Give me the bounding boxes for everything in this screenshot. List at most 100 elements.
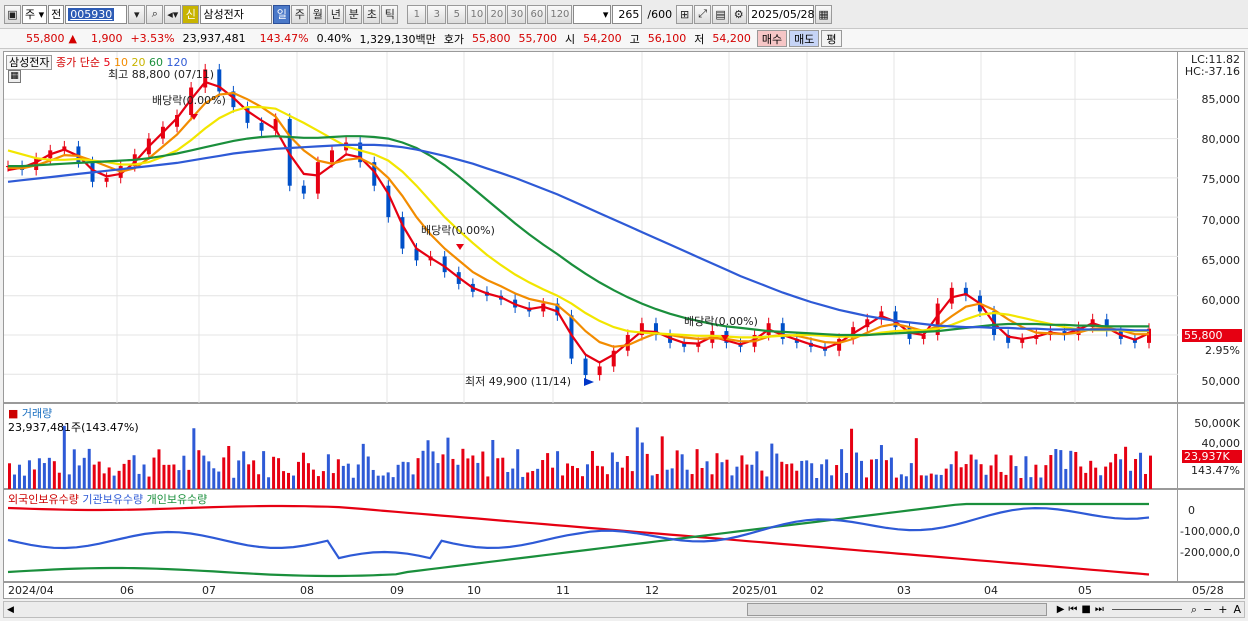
- interval-button-2[interactable]: 5: [447, 4, 467, 24]
- volume-bar: [810, 463, 814, 490]
- date-input[interactable]: 2025/05/28: [748, 4, 815, 24]
- scroll-left-icon[interactable]: ◀: [7, 604, 14, 615]
- zoom-out-icon[interactable]: −: [1203, 603, 1213, 616]
- volume-bar: [441, 454, 445, 490]
- volume-bar: [1144, 473, 1148, 490]
- volume-bar: [949, 464, 953, 490]
- period-button-1[interactable]: 주: [291, 4, 309, 24]
- ma-legend-title: 종가 단순: [55, 56, 100, 69]
- volume-bar: [112, 475, 116, 490]
- volume-bar: [147, 476, 151, 490]
- volume-bar: [1134, 458, 1138, 490]
- volume-bar: [959, 467, 963, 490]
- play-icon[interactable]: ▶: [1056, 604, 1065, 615]
- period-button-3[interactable]: 년: [327, 4, 345, 24]
- stop-icon[interactable]: ■: [1081, 604, 1091, 615]
- forward-icon[interactable]: ⏭: [1094, 604, 1104, 615]
- volume-chart-panel[interactable]: ■ 거래량 23,937,481주(143.47%): [3, 403, 1178, 490]
- buy-button[interactable]: 매수: [756, 30, 788, 47]
- chart-type-icon[interactable]: ⊞: [676, 4, 694, 24]
- zoom-search-icon[interactable]: ⌕: [1190, 602, 1198, 616]
- volume-bar: [740, 455, 744, 490]
- volume-ratio: 143.47%: [259, 32, 309, 45]
- interval-button-3[interactable]: 10: [467, 4, 487, 24]
- gear-icon[interactable]: ⚙: [730, 4, 748, 24]
- chart-scrollbar[interactable]: ◀ ▶ ⏮ ■ ⏭ ⌕ − + A: [3, 601, 1245, 618]
- volume-bar: [635, 427, 639, 490]
- interval-button-6[interactable]: 60: [527, 4, 547, 24]
- new-badge[interactable]: 신: [182, 4, 200, 24]
- calendar-icon[interactable]: ▦: [815, 4, 833, 24]
- volume-bar: [346, 463, 350, 490]
- market-select[interactable]: 주 ▾: [22, 4, 48, 24]
- eval-button[interactable]: 평: [821, 30, 842, 47]
- stock-name-field[interactable]: 삼성전자: [200, 4, 273, 24]
- x-label: 05: [1078, 584, 1092, 597]
- drawing-tool-icon[interactable]: ⤢: [694, 4, 712, 24]
- rewind-icon[interactable]: ⏮: [1068, 604, 1078, 615]
- scroll-thumb[interactable]: [746, 603, 1047, 616]
- volume-bar: [272, 456, 276, 490]
- x-label: 03: [897, 584, 911, 597]
- dividend-arrow-icon: [456, 244, 464, 250]
- price-chart-panel[interactable]: 삼성전자 종가 단순 5 10 20 60 120 ▦ 최고 88,800 (0…: [3, 51, 1179, 404]
- volume-bar: [287, 472, 291, 490]
- interval-button-0[interactable]: 1: [407, 4, 427, 24]
- volume-bar: [446, 437, 450, 490]
- period-button-4[interactable]: 분: [345, 4, 363, 24]
- candle-body: [203, 69, 208, 88]
- save-icon[interactable]: ▤: [712, 4, 730, 24]
- volume-bar: [889, 457, 893, 490]
- volume-bar: [306, 463, 310, 490]
- holdings-chart-panel[interactable]: 외국인보유수량 기관보유수량 개인보유수량: [3, 489, 1178, 582]
- volume-bar: [526, 472, 530, 490]
- foreign-legend: 외국인보유수량: [8, 493, 79, 506]
- volume-value-label: 23,937,481주(143.47%): [8, 421, 139, 434]
- volume-bar: [197, 450, 201, 490]
- period-button-6[interactable]: 틱: [381, 4, 399, 24]
- interval-button-7[interactable]: 120: [547, 4, 573, 24]
- volume-bar: [386, 472, 390, 490]
- zoom-slider[interactable]: [1111, 609, 1182, 610]
- count-input[interactable]: 265: [612, 4, 643, 24]
- hold-y-label: -200,000,0: [1180, 546, 1240, 559]
- period-button-5[interactable]: 초: [363, 4, 381, 24]
- volume-bar: [506, 471, 510, 490]
- volume-bar: [1089, 460, 1093, 490]
- search-period-dropdown[interactable]: ▾: [573, 4, 612, 24]
- volume-bar: [82, 457, 86, 490]
- period-button-2[interactable]: 월: [309, 4, 327, 24]
- candle-body: [1006, 335, 1011, 343]
- volume-bar: [904, 476, 908, 490]
- x-label: 12: [645, 584, 659, 597]
- volume-bar: [1084, 472, 1088, 490]
- period-button-0[interactable]: 일: [273, 4, 291, 24]
- volume-bar: [790, 463, 794, 490]
- speaker-icon[interactable]: ◂▾: [164, 4, 182, 24]
- candle-body: [921, 335, 926, 339]
- candle-body: [569, 315, 574, 359]
- font-size-icon[interactable]: A: [1233, 603, 1241, 616]
- volume-bar: [640, 442, 644, 490]
- volume-bar: [316, 476, 320, 490]
- volume-bar: [466, 458, 470, 490]
- y-label: 85,000: [1201, 93, 1241, 106]
- grid-toggle-icon[interactable]: ▦: [8, 70, 21, 83]
- zoom-in-icon[interactable]: +: [1218, 603, 1228, 616]
- search-icon[interactable]: ⌕: [146, 4, 164, 24]
- volume-bar: [531, 471, 535, 490]
- interval-button-5[interactable]: 30: [507, 4, 527, 24]
- interval-button-1[interactable]: 3: [427, 4, 447, 24]
- interval-button-4[interactable]: 20: [487, 4, 507, 24]
- volume-bar: [815, 477, 819, 490]
- volume-bar: [182, 455, 186, 490]
- ask-price: 55,800: [472, 32, 511, 45]
- volume-bar: [1079, 466, 1083, 490]
- stock-code-input[interactable]: 005930: [65, 4, 128, 24]
- volume-bar: [989, 465, 993, 490]
- sell-button[interactable]: 매도: [789, 30, 820, 47]
- volume-bar: [1034, 464, 1038, 490]
- window-menu-icon[interactable]: ▣: [4, 4, 21, 24]
- code-dropdown-icon[interactable]: ▾: [128, 4, 146, 24]
- scope-select[interactable]: 전: [48, 4, 65, 24]
